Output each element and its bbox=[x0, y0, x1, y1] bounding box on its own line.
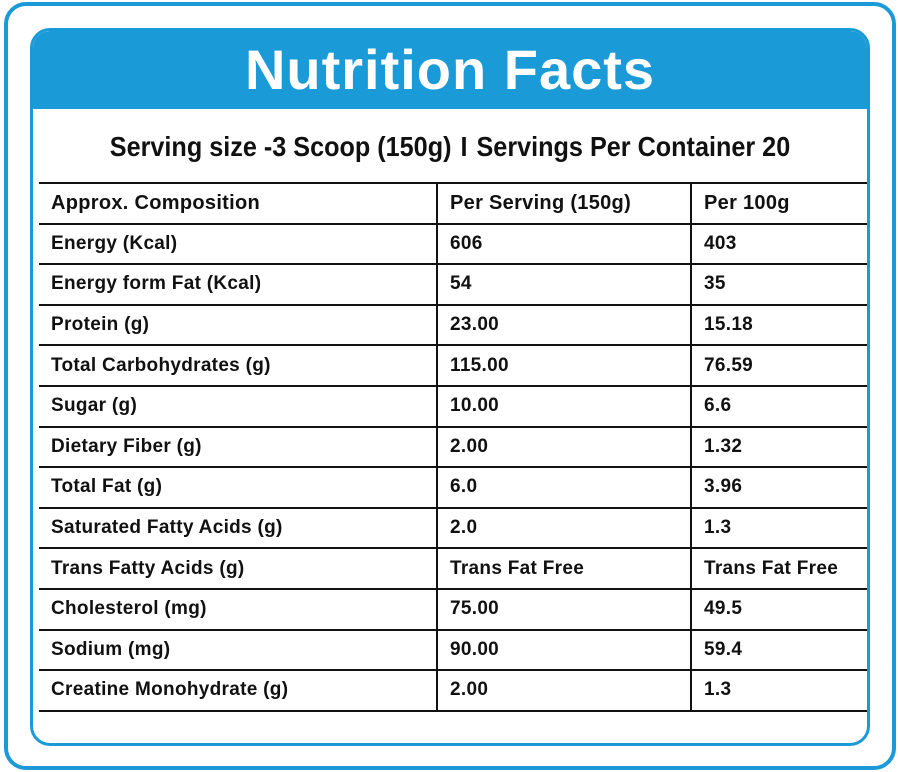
servings-per-container: Servings Per Container 20 bbox=[476, 131, 791, 162]
per-100g-cell: 76.59 bbox=[690, 344, 867, 387]
table-row: Dietary Fiber (g) 2.00 1.32 bbox=[39, 425, 867, 469]
nutrient-name-cell: Saturated Fatty Acids (g) bbox=[39, 506, 437, 550]
per-100g-cell: 35 bbox=[690, 263, 867, 306]
per-100g-cell: 49.5 bbox=[690, 587, 867, 631]
per-serving-cell: 6.0 bbox=[436, 466, 691, 509]
per-serving-cell: 90.00 bbox=[436, 628, 691, 672]
nutrient-name-cell: Trans Fatty Acids (g) bbox=[39, 547, 437, 590]
per-100g-cell: 6.6 bbox=[690, 384, 867, 428]
per-100g-cell: 59.4 bbox=[690, 628, 867, 672]
per-serving-cell: 2.00 bbox=[436, 425, 691, 469]
table-row: Saturated Fatty Acids (g) 2.0 1.3 bbox=[39, 506, 867, 550]
nutrient-name-cell: Protein (g) bbox=[39, 303, 437, 347]
nutrient-name-cell: Sodium (mg) bbox=[39, 628, 437, 672]
table-row: Protein (g) 23.00 15.18 bbox=[39, 303, 867, 347]
table-row: Sodium (mg) 90.00 59.4 bbox=[39, 628, 867, 672]
table-row: Creatine Monohydrate (g) 2.00 1.3 bbox=[39, 669, 867, 712]
per-100g-cell: 403 bbox=[690, 222, 867, 266]
table-row: Total Fat (g) 6.0 3.96 bbox=[39, 466, 867, 509]
per-100g-cell: 1.3 bbox=[690, 506, 867, 550]
column-header-per-100g: Per 100g bbox=[690, 182, 867, 225]
serving-info: Serving size -3 Scoop (150g) I Servings Pe… bbox=[75, 131, 826, 163]
per-serving-cell: 2.00 bbox=[436, 669, 691, 712]
per-100g-cell: 1.32 bbox=[690, 425, 867, 469]
table-row: Cholesterol (mg) 75.00 49.5 bbox=[39, 587, 867, 631]
serving-size: Serving size -3 Scoop (150g) bbox=[109, 131, 452, 162]
nutrient-name-cell: Dietary Fiber (g) bbox=[39, 425, 437, 469]
nutrient-name-cell: Cholesterol (mg) bbox=[39, 587, 437, 631]
per-100g-cell: 15.18 bbox=[690, 303, 867, 347]
column-header-per-serving: Per Serving (150g) bbox=[436, 182, 691, 225]
per-serving-cell: 23.00 bbox=[436, 303, 691, 347]
table-row: Sugar (g) 10.00 6.6 bbox=[39, 384, 867, 428]
nutrient-name-cell: Energy form Fat (Kcal) bbox=[39, 263, 437, 306]
column-header-composition: Approx. Composition bbox=[39, 182, 437, 225]
per-100g-cell: Trans Fat Free bbox=[690, 547, 867, 590]
title-banner: Nutrition Facts bbox=[33, 31, 867, 109]
page-title: Nutrition Facts bbox=[244, 38, 656, 101]
table-row: Energy (Kcal) 606 403 bbox=[39, 222, 867, 266]
nutrient-name-cell: Total Carbohydrates (g) bbox=[39, 344, 437, 387]
nutrient-name-cell: Creatine Monohydrate (g) bbox=[39, 669, 437, 712]
label-inner-frame: Nutrition Facts Serving size -3 Scoop (1… bbox=[30, 28, 870, 746]
nutrient-name-cell: Energy (Kcal) bbox=[39, 222, 437, 266]
per-serving-cell: 606 bbox=[436, 222, 691, 266]
per-serving-cell: 2.0 bbox=[436, 506, 691, 550]
per-serving-cell: Trans Fat Free bbox=[436, 547, 691, 590]
per-serving-cell: 75.00 bbox=[436, 587, 691, 631]
per-serving-cell: 10.00 bbox=[436, 384, 691, 428]
serving-separator: I bbox=[460, 131, 468, 162]
nutrition-table: Approx. Composition Per Serving (150g) P… bbox=[39, 182, 867, 712]
nutrient-name-cell: Sugar (g) bbox=[39, 384, 437, 428]
table-row: Total Carbohydrates (g) 115.00 76.59 bbox=[39, 344, 867, 387]
per-100g-cell: 1.3 bbox=[690, 669, 867, 712]
per-serving-cell: 115.00 bbox=[436, 344, 691, 387]
per-100g-cell: 3.96 bbox=[690, 466, 867, 509]
table-header-row: Approx. Composition Per Serving (150g) P… bbox=[39, 182, 867, 225]
label-outer-frame: Nutrition Facts Serving size -3 Scoop (1… bbox=[4, 2, 896, 770]
per-serving-cell: 54 bbox=[436, 263, 691, 306]
nutrient-name-cell: Total Fat (g) bbox=[39, 466, 437, 509]
table-row: Energy form Fat (Kcal) 54 35 bbox=[39, 263, 867, 306]
table-row: Trans Fatty Acids (g) Trans Fat Free Trans… bbox=[39, 547, 867, 590]
